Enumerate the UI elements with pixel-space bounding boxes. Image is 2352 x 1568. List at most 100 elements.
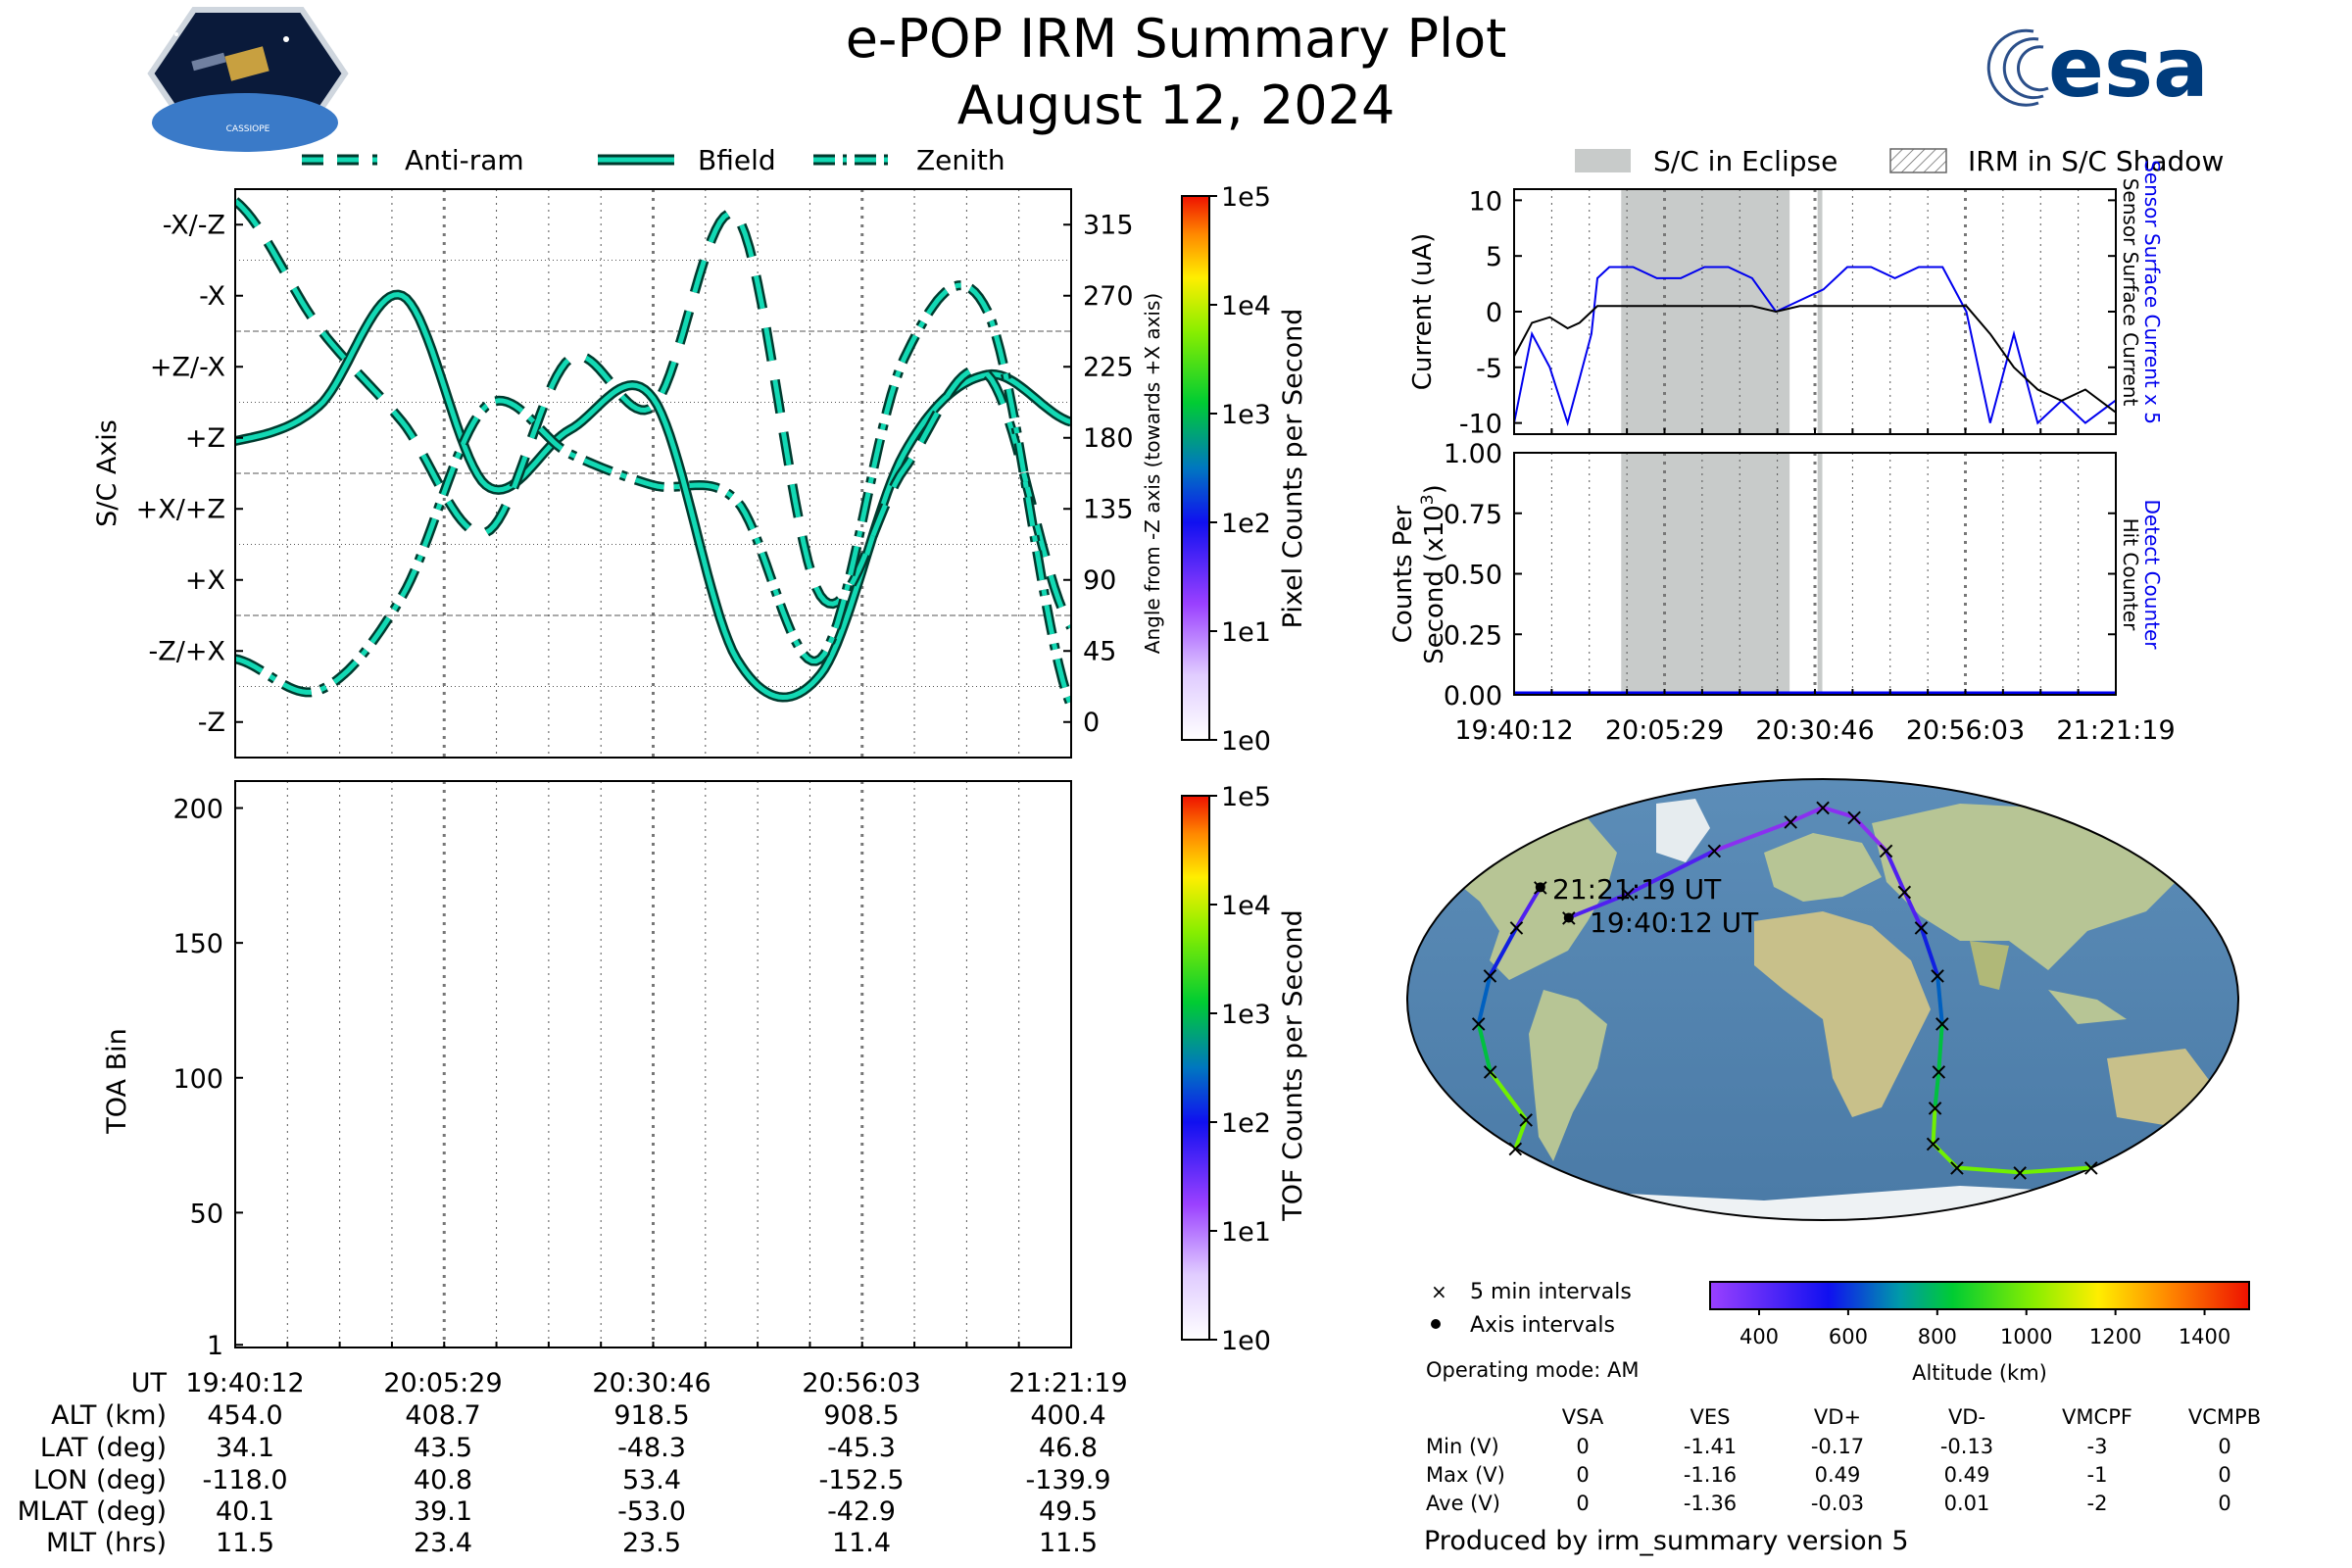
legend-shadow: IRM in S/C Shadow [1968,145,2224,177]
axis-right-tick-label: 180 [1083,423,1134,454]
colorbar-tick-label: 1e0 [1221,1326,1271,1356]
voltage-header: VD+ [1814,1405,1861,1429]
counts-tick-label: 0.50 [1444,561,1502,591]
orbit-track-segment [1476,1021,1493,1074]
altitude-tick-label: 400 [1740,1325,1779,1348]
colorbar-tick-label: 1e4 [1221,891,1271,921]
voltage-cell: 0.49 [1815,1463,1861,1487]
orbit-track-segment [1931,1142,1959,1170]
ephemeris-cell: -48.3 [617,1433,686,1463]
orbit-5min-marker: × [1925,1094,1944,1121]
counts-panel: 0.00 0.25 0.50 0.75 1.00 19:40:12 20:05:29 20:3… [1389,439,2176,746]
ephemeris-cell: 39.1 [414,1496,472,1527]
orbit-track-segment [1936,973,1944,1026]
orbit-track-segment [1919,925,1940,978]
voltage-cell: -1.36 [1684,1492,1737,1515]
axis-left-tick-label: -Z/+X [149,636,225,666]
orbit-5min-marker: × [1506,914,1526,942]
ephemeris-cell: 11.5 [216,1528,274,1558]
altitude-colorbar: 400 600 800 1000 1200 1400 Altitude (km) [1709,1281,2250,1385]
orbit-track-segment [1933,1069,1941,1110]
orbit-map: ×××××××××××××××××××××××× 19:40:12 UT 21:… [1406,778,2239,1221]
axis-left-tick-label: +X/+Z [136,494,225,524]
ephemeris-cell: 46.8 [1039,1433,1098,1463]
colorbar-tick-label: 1e0 [1221,726,1271,757]
ephemeris-cell: 43.5 [414,1433,472,1463]
orbit-5min-marker: × [1516,1106,1536,1134]
orbit-5min-marker: × [1813,794,1833,821]
ephemeris-cell: 11.4 [832,1528,891,1558]
axis-right-tick-label: 45 [1083,636,1116,666]
orbit-5min-marker: × [1924,1130,1943,1157]
current-tick-label: -5 [1476,354,1502,384]
orbit-5min-marker: × [1618,880,1638,907]
voltage-cell: 0.49 [1944,1463,1990,1487]
legend-x-icon: × [1431,1280,1447,1303]
voltage-cell: -1.41 [1684,1435,1737,1458]
voltage-cell: 0 [1576,1463,1589,1487]
header: e-POP IRM Summary Plot August 12, 2024 [846,8,1507,136]
altitude-tick-label: 1200 [2089,1325,2141,1348]
ephemeris-row-label: MLAT (deg) [18,1496,167,1527]
operating-mode: Operating mode: AM [1426,1358,1639,1382]
orbit-track-segment [1936,1021,1944,1074]
orbit-track-segment [1852,814,1888,854]
axis-left-tick-label: +X [185,565,225,596]
eclipse-band [1621,453,1790,695]
ephemeris-row-label: LON (deg) [33,1465,167,1495]
sc-axis-panel: -Z -Z/+X +X +X/+Z +Z +Z/-X -X -X/-Z 0 45 90 135 180 2… [92,188,1164,759]
orbit-5min-marker: × [1480,962,1499,990]
produced-by: Produced by irm_summary version 5 [1424,1526,1909,1556]
voltage-row-label: Max (V) [1426,1463,1505,1487]
voltage-table: VSA VES VD+ VD- VMCPF VCMPB Min (V) 0 -1.41 -0.17… [1426,1405,2261,1515]
ephemeris-cell: 11.5 [1039,1528,1098,1558]
counts-tick-label: 0.00 [1444,681,1502,711]
cassiope-logo: CASSIOPE [147,7,349,152]
toa-tick-label: 150 [172,929,223,959]
counts-eclipse-bands [1621,453,1823,695]
counts-x-tick-label: 20:05:29 [1605,715,1724,746]
ephemeris-cell: -53.0 [617,1496,686,1527]
pixel-colorbar-label: Pixel Counts per Second [1278,309,1308,629]
ephemeris-cell: -139.9 [1025,1465,1110,1495]
ephemeris-cell: -118.0 [202,1465,287,1495]
voltage-cell: 0.01 [1944,1492,1990,1515]
current-right-label-1: Sensor Surface Current x 5 [2140,160,2164,424]
ephemeris-cell: 918.5 [613,1400,689,1431]
voltage-cell: -2 [2087,1492,2108,1515]
axis-trace-zenith [235,282,1071,708]
orbit-track-segment [1788,806,1825,824]
counts-tick-label: 0.25 [1444,620,1502,651]
sc-axis-right-label: Angle from -Z axis (towards +X axis) [1141,293,1164,654]
orbit-5min-marker: × [1911,914,1931,942]
eclipse-band [1817,189,1823,434]
orbit-5min-marker: × [1933,1010,1952,1038]
voltage-header: VSA [1562,1405,1604,1429]
counts-tick-label: 0.75 [1444,500,1502,530]
orbit-track-segment [2018,1165,2093,1175]
counts-x-tick-label: 19:40:12 [1454,715,1573,746]
ephemeris-cell: -42.9 [827,1496,896,1527]
current-ticks: 10 5 0 -5 -10 [1459,186,2117,440]
altitude-tick-label: 800 [1918,1325,1957,1348]
ephemeris-cell: 40.8 [414,1465,472,1495]
eclipse-band [1621,189,1790,434]
axis-right-tick-label: 225 [1083,352,1134,382]
orbit-track-segment [1626,849,1717,897]
ephemeris-cell: -45.3 [827,1433,896,1463]
legend-dot-icon [1431,1319,1441,1329]
ephemeris-cell: 19:40:12 [185,1368,304,1398]
colorbar-tick-label: 1e3 [1221,400,1271,430]
page-date: August 12, 2024 [957,74,1396,136]
axis-trace-anti-ram [235,199,1071,629]
sensor-current-trace [1514,305,2116,414]
axis-left-tick-label: -X/-Z [163,210,225,240]
counts-x-tick-label: 20:30:46 [1755,715,1874,746]
orbit-track-segment [1902,889,1924,930]
ephemeris-cell: 53.4 [622,1465,681,1495]
axis-legend: Anti-ram Bfield Zenith [302,144,1005,176]
voltage-header: VMCPF [2062,1405,2132,1429]
